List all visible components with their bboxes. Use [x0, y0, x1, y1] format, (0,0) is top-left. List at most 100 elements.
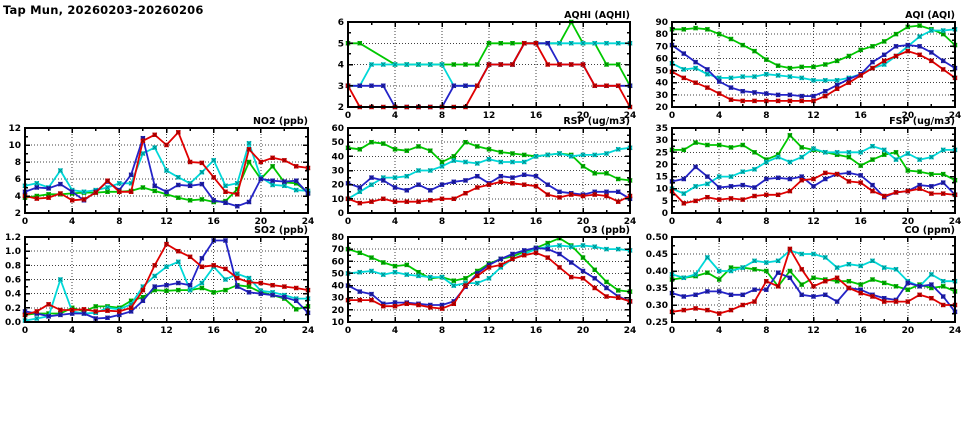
- chart-aqhi-xtick-label: 4: [392, 111, 398, 121]
- chart-fsp-ytick-label: 5: [662, 197, 668, 207]
- chart-co-xtick-label: 16: [854, 326, 867, 336]
- chart-rsp-xtick-label: 20: [577, 217, 590, 227]
- chart-aqhi-ytick-label: 2: [338, 103, 344, 113]
- chart-rsp: 0 4 8 12 16 20 24 0 10 20 30 40 50 60 RSP (ug/m3): [331, 116, 636, 227]
- chart-aqhi-xtick-label: 0: [345, 111, 351, 121]
- chart-aqhi-ytick-label: 3: [338, 82, 344, 92]
- chart-fsp-ytick-label: 10: [655, 185, 668, 195]
- chart-fsp-xtick-label: 4: [716, 217, 722, 227]
- chart-no2-ytick-label: 8: [15, 158, 21, 168]
- chart-no2-xtick-label: 0: [22, 217, 28, 227]
- chart-rsp-xtick-label: 16: [530, 217, 543, 227]
- chart-no2-ytick-label: 4: [15, 192, 21, 202]
- chart-rsp-xtick-label: 12: [483, 217, 496, 227]
- chart-no2-xtick-label: 24: [302, 217, 315, 227]
- chart-fsp-ytick-label: 0: [662, 209, 668, 219]
- chart-o3-xtick-label: 20: [577, 326, 590, 336]
- chart-fsp-title: FSP (ug/m3): [889, 116, 955, 127]
- chart-co-ytick-label: 0.30: [646, 301, 668, 311]
- chart-no2-ytick-label: 2: [15, 209, 21, 219]
- chart-o3-xtick-label: 16: [530, 326, 543, 336]
- chart-o3-title: O3 (ppb): [583, 225, 630, 236]
- chart-fsp-xtick-label: 8: [763, 217, 769, 227]
- chart-o3-ytick-label: 30: [331, 294, 344, 304]
- chart-aqi-ytick-label: 60: [655, 54, 668, 64]
- chart-aqi-ytick-label: 40: [655, 79, 668, 89]
- chart-aqhi-ytick-label: 6: [338, 18, 344, 28]
- chart-o3-ytick-label: 70: [331, 245, 344, 255]
- chart-aqhi-xtick-label: 8: [439, 111, 445, 121]
- chart-no2-ytick-label: 12: [8, 124, 21, 134]
- chart-aqi-title: AQI (AQI): [905, 10, 955, 21]
- chart-so2-ytick-label: 0.4: [5, 290, 21, 300]
- chart-o3-ytick-label: 60: [331, 257, 344, 267]
- chart-fsp-ytick-label: 15: [655, 173, 668, 183]
- chart-o3-xtick-label: 4: [392, 326, 398, 336]
- chart-aqi-ytick-label: 80: [655, 30, 668, 40]
- chart-co-xtick-label: 24: [949, 326, 962, 336]
- chart-rsp-xtick-label: 4: [392, 217, 398, 227]
- chart-aqi-ytick-label: 70: [655, 42, 668, 52]
- chart-so2-ytick-label: 0.0: [5, 318, 21, 328]
- chart-fsp-xtick-label: 20: [902, 217, 915, 227]
- chart-aqi-ytick-label: 20: [655, 103, 668, 113]
- chart-so2-ytick-label: 0.6: [5, 276, 21, 286]
- chart-aqi: 0 4 8 12 16 20 24 20 30 40 50 60 70 80 90 AQI (AQI): [655, 10, 961, 121]
- chart-so2-title: SO2 (ppb): [254, 225, 308, 236]
- chart-co-ytick-label: 0.25: [646, 318, 668, 328]
- chart-aqi-xtick-label: 16: [854, 111, 867, 121]
- chart-aqi-xtick-label: 4: [716, 111, 722, 121]
- chart-rsp-ytick-label: 0: [338, 209, 344, 219]
- chart-co-xtick-label: 8: [763, 326, 769, 336]
- chart-aqhi-ytick-label: 5: [338, 39, 344, 49]
- chart-aqi-xtick-label: 20: [902, 111, 915, 121]
- chart-co-xtick-label: 0: [669, 326, 675, 336]
- chart-so2-xtick-label: 12: [160, 326, 173, 336]
- chart-rsp-ytick-label: 60: [331, 124, 344, 134]
- chart-o3-ytick-label: 10: [331, 318, 344, 328]
- chart-no2-xtick-label: 12: [160, 217, 173, 227]
- chart-o3: 0 4 8 12 16 20 24 10 20 30 40 50 60 70 80 O3 (ppb): [331, 225, 636, 336]
- chart-so2-xtick-label: 20: [255, 326, 268, 336]
- chart-aqhi-xtick-label: 16: [530, 111, 543, 121]
- chart-so2-xtick-label: 16: [207, 326, 220, 336]
- page-title: Tap Mun, 20260203-20260206: [3, 3, 204, 17]
- chart-fsp-xtick-label: 12: [807, 217, 820, 227]
- chart-aqi-series-cyan: [671, 28, 956, 82]
- chart-so2-ytick-label: 1.2: [5, 233, 21, 243]
- chart-so2-ytick-label: 0.8: [5, 261, 21, 271]
- chart-no2-xtick-label: 8: [116, 217, 122, 227]
- chart-aqi-xtick-label: 12: [807, 111, 820, 121]
- chart-so2-ytick-label: 0.2: [5, 304, 21, 314]
- chart-o3-xtick-label: 8: [439, 326, 445, 336]
- chart-co-xtick-label: 12: [807, 326, 820, 336]
- chart-rsp-ytick-label: 40: [331, 152, 344, 162]
- chart-o3-ytick-label: 50: [331, 269, 344, 279]
- chart-aqi-ytick-label: 50: [655, 67, 668, 77]
- chart-aqhi: 0 4 8 12 16 20 24 2 3 4 5 6 AQHI (AQHI): [338, 10, 637, 121]
- chart-so2-xtick-label: 4: [69, 326, 75, 336]
- chart-rsp-xtick-label: 24: [624, 217, 637, 227]
- chart-co-ytick-label: 0.35: [646, 284, 668, 294]
- chart-aqi-xtick-label: 8: [763, 111, 769, 121]
- chart-fsp-ytick-label: 35: [655, 124, 668, 134]
- chart-o3-xtick-label: 0: [345, 326, 351, 336]
- chart-fsp-ytick-label: 30: [655, 136, 668, 146]
- chart-no2-xtick-label: 20: [255, 217, 268, 227]
- chart-fsp-xtick-label: 0: [669, 217, 675, 227]
- chart-aqi-xtick-label: 24: [949, 111, 962, 121]
- chart-co-xtick-label: 4: [716, 326, 722, 336]
- chart-o3-xtick-label: 12: [483, 326, 496, 336]
- chart-no2-xtick-label: 4: [69, 217, 75, 227]
- chart-fsp-xtick-label: 24: [949, 217, 962, 227]
- chart-aqi-xtick-label: 0: [669, 111, 675, 121]
- chart-aqhi-xtick-label: 20: [577, 111, 590, 121]
- chart-no2-ytick-label: 6: [15, 175, 21, 185]
- chart-co-ytick-label: 0.45: [646, 250, 668, 260]
- chart-fsp-xtick-label: 16: [854, 217, 867, 227]
- chart-aqhi-title: AQHI (AQHI): [564, 10, 630, 21]
